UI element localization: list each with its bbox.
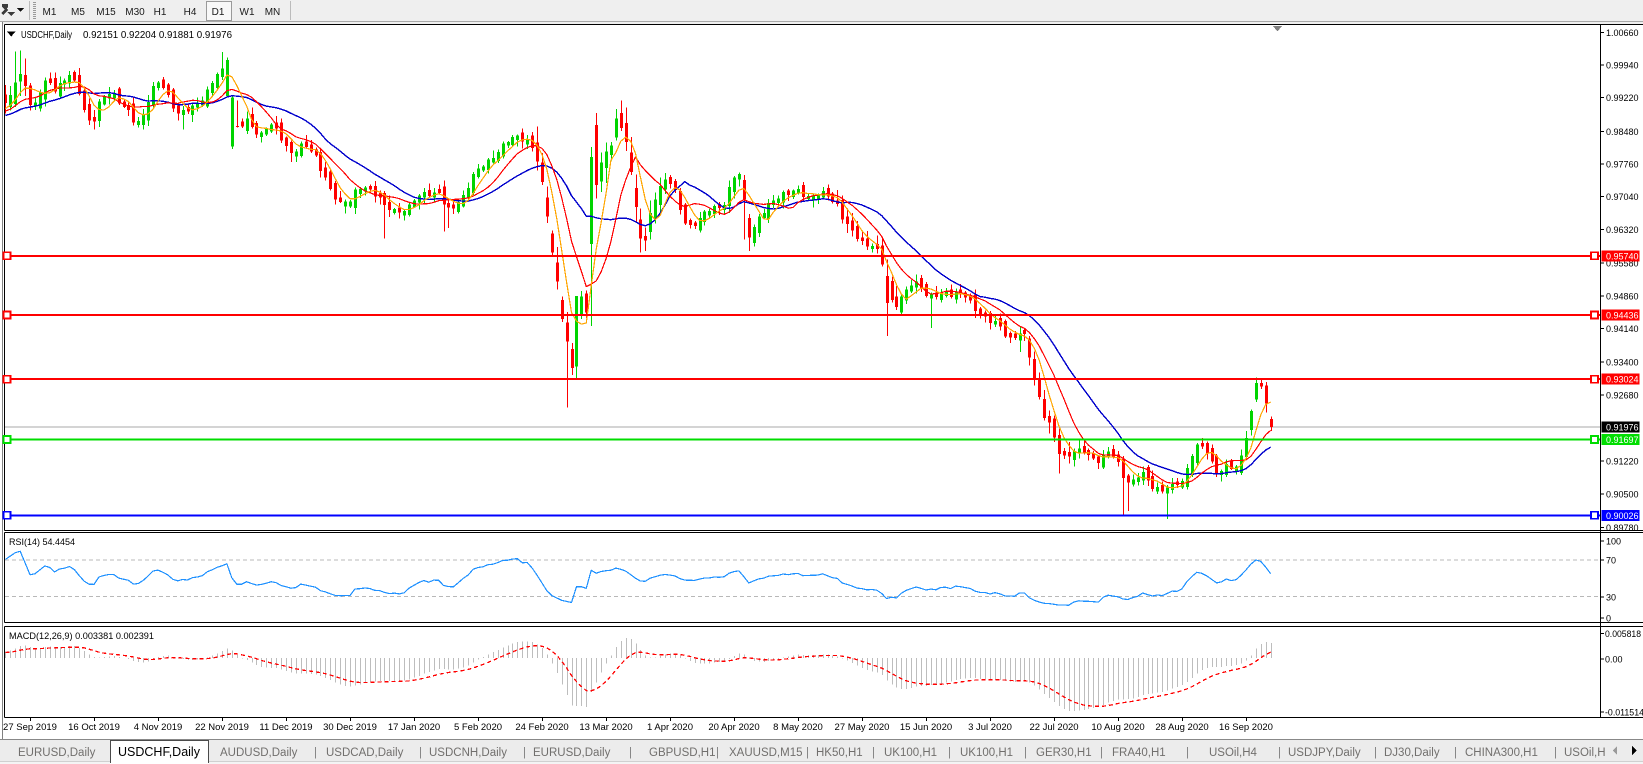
svg-text:UK100,H1: UK100,H1 <box>884 747 937 759</box>
svg-text:0.98480: 0.98480 <box>1606 127 1639 137</box>
svg-text:30: 30 <box>1606 593 1616 603</box>
svg-text:0.99940: 0.99940 <box>1606 61 1639 71</box>
svg-text:USDJPY,Daily: USDJPY,Daily <box>1288 747 1361 759</box>
svg-text:0.005818: 0.005818 <box>1605 629 1641 639</box>
svg-text:17 Jan 2020: 17 Jan 2020 <box>388 722 440 733</box>
svg-text:0.97040: 0.97040 <box>1606 192 1639 202</box>
svg-text:27 Sep 2019: 27 Sep 2019 <box>3 722 57 733</box>
svg-text:XAUUSD,M15: XAUUSD,M15 <box>729 747 803 759</box>
svg-text:0.95740: 0.95740 <box>1606 251 1639 261</box>
svg-text:|: | <box>1100 747 1103 759</box>
svg-text:M5: M5 <box>71 7 85 18</box>
svg-text:0.96320: 0.96320 <box>1606 225 1639 235</box>
svg-text:24 Feb 2020: 24 Feb 2020 <box>515 722 568 733</box>
svg-text:H1: H1 <box>154 7 167 18</box>
svg-text:DJ30,Daily: DJ30,Daily <box>1384 747 1440 759</box>
svg-text:-0.011514: -0.011514 <box>1605 707 1643 717</box>
svg-text:RSI(14) 54.4454: RSI(14) 54.4454 <box>9 537 75 548</box>
svg-text:UK100,H1: UK100,H1 <box>960 747 1013 759</box>
svg-text:M30: M30 <box>125 7 145 18</box>
svg-text:HK50,H1: HK50,H1 <box>816 747 863 759</box>
svg-text:0.94860: 0.94860 <box>1606 291 1639 301</box>
svg-text:0.90500: 0.90500 <box>1606 489 1639 499</box>
svg-text:0.97760: 0.97760 <box>1606 160 1639 170</box>
svg-text:|: | <box>1278 747 1281 759</box>
svg-text:|: | <box>1024 747 1027 759</box>
svg-text:0: 0 <box>1606 614 1611 624</box>
svg-text:27 May 2020: 27 May 2020 <box>835 722 890 733</box>
svg-text:0.91697: 0.91697 <box>1606 435 1639 445</box>
svg-text:EURUSD,Daily: EURUSD,Daily <box>18 747 96 759</box>
svg-text:0.90026: 0.90026 <box>1606 511 1639 521</box>
svg-text:22 Jul 2020: 22 Jul 2020 <box>1029 722 1078 733</box>
svg-text:13 Mar 2020: 13 Mar 2020 <box>579 722 632 733</box>
svg-text:|: | <box>1554 747 1557 759</box>
svg-text:M1: M1 <box>43 7 57 18</box>
svg-text:USOil,H4: USOil,H4 <box>1209 747 1258 759</box>
svg-text:|: | <box>1186 747 1189 759</box>
svg-text:|: | <box>948 747 951 759</box>
svg-text:|: | <box>1374 747 1377 759</box>
svg-text:0.94140: 0.94140 <box>1606 324 1639 334</box>
svg-text:0.94436: 0.94436 <box>1606 311 1639 321</box>
svg-text:10 Aug 2020: 10 Aug 2020 <box>1091 722 1144 733</box>
svg-text:MN: MN <box>265 7 281 18</box>
svg-text:3 Jul 2020: 3 Jul 2020 <box>968 722 1012 733</box>
svg-text:USDCAD,Daily: USDCAD,Daily <box>326 747 404 759</box>
svg-text:M15: M15 <box>96 7 116 18</box>
svg-text:CHINA300,H1: CHINA300,H1 <box>1465 747 1538 759</box>
svg-text:20 Apr 2020: 20 Apr 2020 <box>708 722 759 733</box>
svg-text:11 Dec 2019: 11 Dec 2019 <box>259 722 312 733</box>
svg-text:|: | <box>716 747 719 759</box>
svg-text:USDCHF,Daily: USDCHF,Daily <box>21 30 72 41</box>
svg-text:22 Nov 2019: 22 Nov 2019 <box>195 722 249 733</box>
svg-text:EURUSD,Daily: EURUSD,Daily <box>533 747 611 759</box>
svg-text:|: | <box>419 747 422 759</box>
svg-text:MACD(12,26,9) 0.003381 0.00239: MACD(12,26,9) 0.003381 0.002391 <box>9 631 154 642</box>
svg-text:GER30,H1: GER30,H1 <box>1036 747 1092 759</box>
svg-text:100: 100 <box>1606 537 1621 547</box>
svg-text:0.89780: 0.89780 <box>1606 523 1639 533</box>
svg-text:0.92151 0.92204 0.91881 0.9197: 0.92151 0.92204 0.91881 0.91976 <box>83 30 232 41</box>
svg-text:USDCHF,Daily: USDCHF,Daily <box>118 745 201 759</box>
svg-text:|: | <box>629 747 632 759</box>
svg-text:FRA40,H1: FRA40,H1 <box>1112 747 1166 759</box>
svg-text:USDCNH,Daily: USDCNH,Daily <box>429 747 507 759</box>
svg-text:USOil,H: USOil,H <box>1564 747 1606 759</box>
svg-text:1 Apr 2020: 1 Apr 2020 <box>647 722 693 733</box>
svg-text:0.92680: 0.92680 <box>1606 390 1639 400</box>
svg-text:70: 70 <box>1606 556 1616 566</box>
svg-text:28 Aug 2020: 28 Aug 2020 <box>1155 722 1208 733</box>
svg-text:16 Oct 2019: 16 Oct 2019 <box>68 722 120 733</box>
svg-text:8 May 2020: 8 May 2020 <box>773 722 823 733</box>
svg-text:0.99220: 0.99220 <box>1606 93 1639 103</box>
svg-text:0.91220: 0.91220 <box>1606 457 1639 467</box>
svg-text:1.00660: 1.00660 <box>1606 28 1639 38</box>
svg-text:GBPUSD,H1: GBPUSD,H1 <box>649 747 715 759</box>
svg-text:W1: W1 <box>240 7 255 18</box>
svg-text:|: | <box>806 747 809 759</box>
svg-text:5 Feb 2020: 5 Feb 2020 <box>454 722 502 733</box>
svg-text:30 Dec 2019: 30 Dec 2019 <box>323 722 377 733</box>
svg-text:|: | <box>314 747 317 759</box>
svg-text:16 Sep 2020: 16 Sep 2020 <box>1219 722 1273 733</box>
svg-text:0.93024: 0.93024 <box>1606 375 1639 385</box>
svg-text:4 Nov 2019: 4 Nov 2019 <box>134 722 183 733</box>
svg-text:0.00: 0.00 <box>1605 655 1623 665</box>
svg-text:0.93400: 0.93400 <box>1606 358 1639 368</box>
svg-text:0.91976: 0.91976 <box>1606 423 1639 433</box>
svg-text:AUDUSD,Daily: AUDUSD,Daily <box>220 747 298 759</box>
svg-text:H4: H4 <box>184 7 197 18</box>
svg-text:|: | <box>1454 747 1457 759</box>
svg-text:|: | <box>872 747 875 759</box>
svg-text:|: | <box>523 747 526 759</box>
svg-text:D1: D1 <box>212 7 225 18</box>
svg-text:15 Jun 2020: 15 Jun 2020 <box>900 722 952 733</box>
svg-text:0.95580: 0.95580 <box>1606 259 1639 269</box>
